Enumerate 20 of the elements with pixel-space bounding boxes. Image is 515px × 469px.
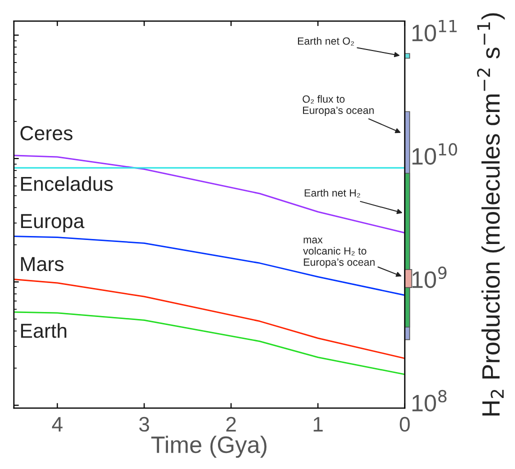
x-axis-title: Time (Gya) xyxy=(151,436,266,458)
x-tick-label: 0 xyxy=(400,416,410,432)
y-tick-label: 10$^{10}$ xyxy=(412,143,458,165)
series-label: Europa xyxy=(21,214,84,232)
series-label: Ceres xyxy=(20,126,72,140)
series-label: Enceladus xyxy=(21,176,113,192)
y-tick-label: 10$^{11}$ xyxy=(412,20,457,42)
y2-axis-title: H$_{2}$ Production (molecules cm$^{−2}$ s$^{−1}$) xyxy=(477,13,505,416)
series-label: Mars xyxy=(21,257,64,272)
annotation: Earth net O₂ xyxy=(298,37,354,46)
annotation: O₂ flux to Europa’s ocean xyxy=(302,95,374,116)
annotation: Earth net H₂ xyxy=(304,188,360,198)
x-tick-label: 3 xyxy=(139,416,150,432)
annotation: max volcanic H₂ to Europa’s ocean xyxy=(303,238,375,268)
series-label: Earth xyxy=(21,323,66,338)
x-tick-label: 4 xyxy=(52,417,63,432)
y-tick-label: 10$^{9}$ xyxy=(412,266,446,288)
x-tick-label: 1 xyxy=(314,417,323,432)
y-tick-label: 10$^{8}$ xyxy=(412,390,447,412)
x-tick-label: 2 xyxy=(226,416,236,432)
